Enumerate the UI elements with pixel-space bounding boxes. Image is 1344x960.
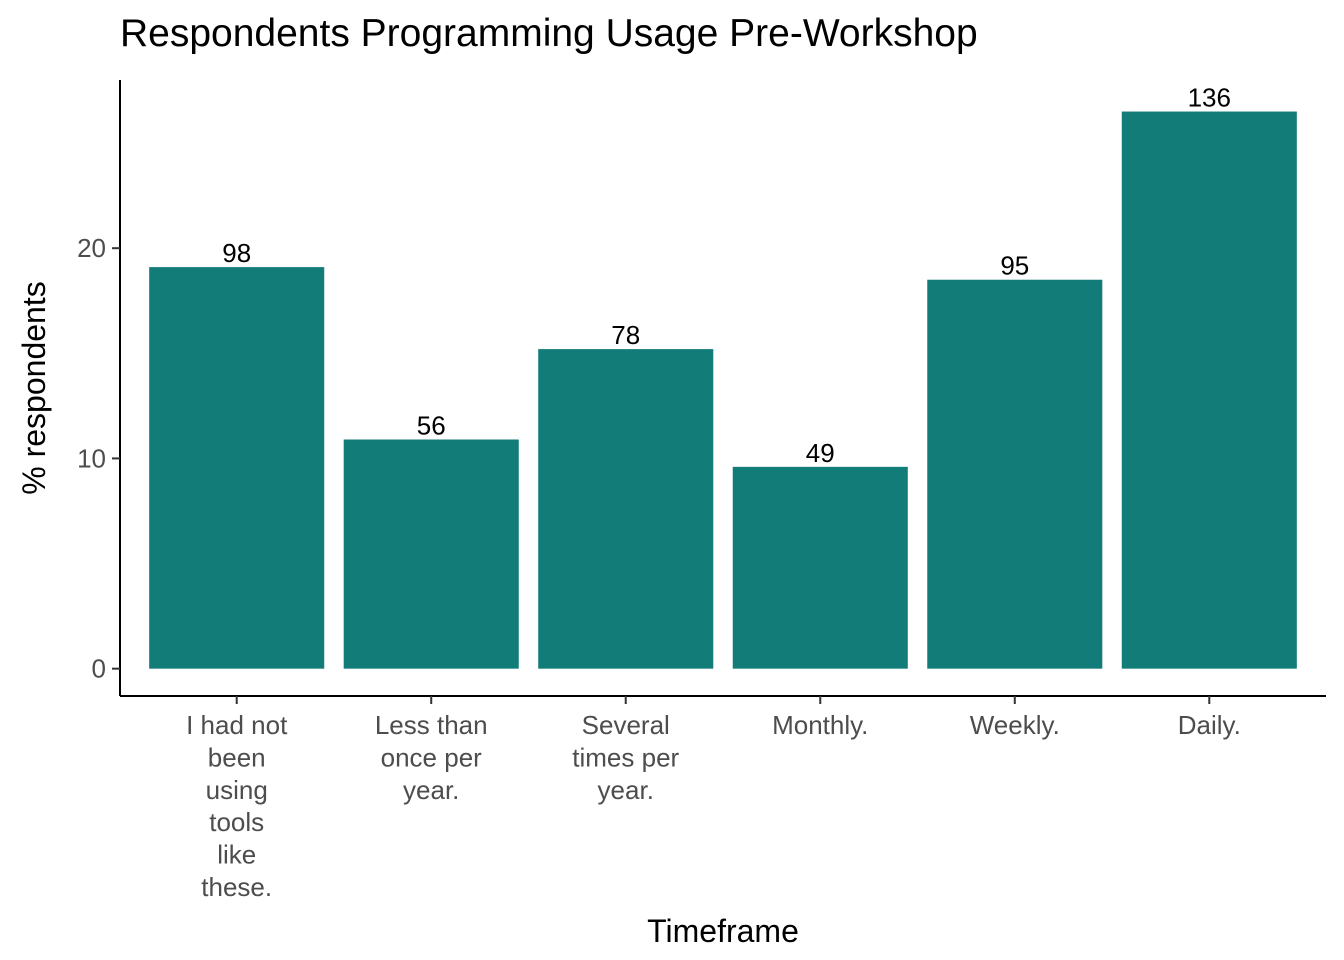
x-ticks: I had not been using tools like these. Less th… — [186, 696, 1241, 902]
chart-title: Respondents Programming Usage Pre-Worksh… — [120, 12, 978, 55]
y-tick-label: 10 — [77, 443, 106, 473]
x-tick-label: I had not been using tools like these. — [186, 710, 288, 902]
y-tick-label: 20 — [77, 233, 106, 263]
y-tick-label: 0 — [92, 654, 106, 684]
x-tick-label: Monthly. — [772, 710, 868, 740]
bar — [1121, 111, 1297, 669]
axes — [119, 80, 1326, 697]
x-tick-label: Several times per year. — [572, 710, 679, 805]
bar-value-label: 136 — [1188, 83, 1231, 113]
bars — [149, 111, 1297, 669]
bar-value-label: 95 — [1000, 251, 1029, 281]
x-tick-label: Less than once per year. — [375, 710, 488, 805]
bar — [149, 267, 325, 669]
x-tick-label: Daily. — [1178, 710, 1241, 740]
bar-value-label: 56 — [417, 411, 446, 441]
y-axis-title: % respondents — [16, 281, 52, 494]
x-tick-label: Weekly. — [970, 710, 1060, 740]
bar — [538, 349, 714, 669]
bar-value-label: 78 — [611, 320, 640, 350]
data-labels: 98 56 78 49 95 136 — [222, 83, 1231, 468]
bar-value-label: 98 — [222, 238, 251, 268]
bar-value-label: 49 — [806, 438, 835, 468]
y-ticks: 0 10 20 — [77, 233, 120, 684]
bar — [927, 279, 1103, 669]
bar — [732, 466, 908, 669]
x-axis-title: Timeframe — [647, 913, 799, 949]
bar — [343, 439, 519, 669]
